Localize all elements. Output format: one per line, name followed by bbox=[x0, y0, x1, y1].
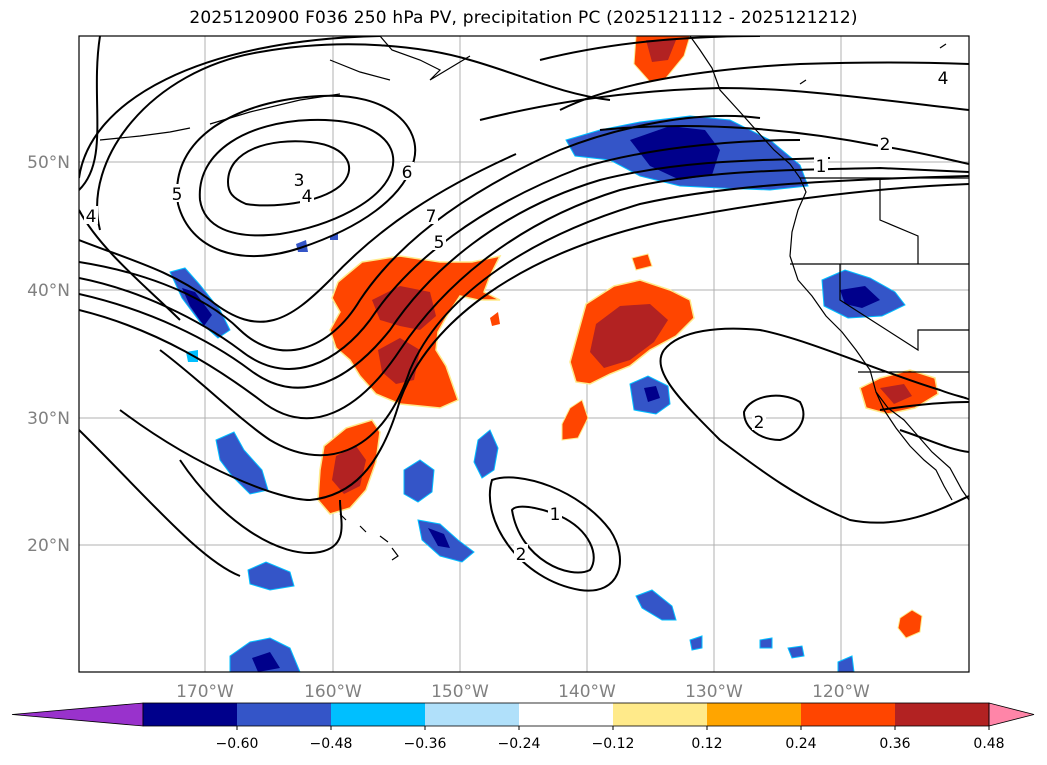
contour-label-4: 4 bbox=[302, 187, 313, 207]
map-frame bbox=[78, 35, 970, 673]
contour-label-2-east: 2 bbox=[754, 413, 765, 433]
colorbar-segment bbox=[895, 703, 990, 726]
coastlines bbox=[99, 36, 969, 561]
colorbar-tick-label: −0.24 bbox=[498, 736, 541, 752]
latitude-labels: 50°N 40°N 30°N 20°N bbox=[27, 153, 70, 556]
contour-label-5-center: 5 bbox=[434, 233, 445, 253]
contour-label-2-south: 2 bbox=[516, 545, 527, 565]
colorbar-tick-label: −0.36 bbox=[404, 736, 447, 752]
colorbar-tick-label: −0.60 bbox=[216, 736, 259, 752]
colorbar-extend-low bbox=[11, 702, 144, 727]
colorbar-extend-high bbox=[988, 702, 1035, 727]
positive-precip-patches bbox=[317, 36, 939, 639]
contour-label-2-ne: 2 bbox=[880, 135, 891, 155]
lat-label-30n: 30°N bbox=[27, 409, 70, 429]
contour-label-1-south: 1 bbox=[550, 505, 561, 525]
colorbar-tick-label: −0.12 bbox=[592, 736, 635, 752]
colorbar-segment bbox=[425, 703, 520, 726]
colorbar-tick-label: 0.48 bbox=[973, 736, 1004, 752]
lon-label-120w: 120°W bbox=[812, 682, 870, 702]
contour-labels: 3 4 5 4 6 7 5 2 4 1 2 1 2 bbox=[84, 68, 950, 565]
lat-label-20n: 20°N bbox=[27, 536, 70, 556]
lon-label-160w: 160°W bbox=[304, 682, 362, 702]
colorbar-segment bbox=[237, 703, 332, 726]
colorbar-segment bbox=[331, 703, 426, 726]
colorbar bbox=[11, 702, 1035, 730]
contour-label-7: 7 bbox=[426, 207, 437, 227]
colorbar-segment bbox=[143, 703, 238, 726]
contour-label-3: 3 bbox=[294, 171, 305, 191]
colorbar-tick-label: −0.48 bbox=[310, 736, 353, 752]
lon-label-170w: 170°W bbox=[176, 682, 234, 702]
colorbar-segment bbox=[707, 703, 802, 726]
colorbar-tick-labels: −0.60 −0.48 −0.36 −0.24 −0.12 0.12 0.24 0.36 0.4… bbox=[216, 736, 1005, 752]
negative-precip-patches bbox=[169, 115, 906, 672]
contour-label-4-west: 4 bbox=[86, 207, 97, 227]
colorbar-segment bbox=[801, 703, 896, 726]
lat-label-40n: 40°N bbox=[27, 281, 70, 301]
map-title: 2025120900 F036 250 hPa PV, precipitatio… bbox=[189, 8, 858, 28]
colorbar-segment bbox=[613, 703, 708, 726]
contour-label-6: 6 bbox=[402, 163, 413, 183]
colorbar-tick-label: 0.24 bbox=[785, 736, 816, 752]
colorbar-tick-label: 0.36 bbox=[879, 736, 910, 752]
colorbar-frame bbox=[142, 702, 990, 727]
colorbar-tick-label: 0.12 bbox=[691, 736, 722, 752]
pv-contours bbox=[79, 36, 969, 592]
contour-label-4-ne: 4 bbox=[938, 69, 949, 89]
longitude-labels: 170°W 160°W 150°W 140°W 130°W 120°W bbox=[176, 682, 870, 702]
lon-label-150w: 150°W bbox=[431, 682, 489, 702]
colorbar-segment bbox=[519, 703, 614, 726]
lon-label-130w: 130°W bbox=[685, 682, 743, 702]
contour-label-5: 5 bbox=[172, 185, 183, 205]
lon-label-140w: 140°W bbox=[558, 682, 616, 702]
lat-label-50n: 50°N bbox=[27, 153, 70, 173]
contour-label-1-ne: 1 bbox=[816, 157, 827, 177]
